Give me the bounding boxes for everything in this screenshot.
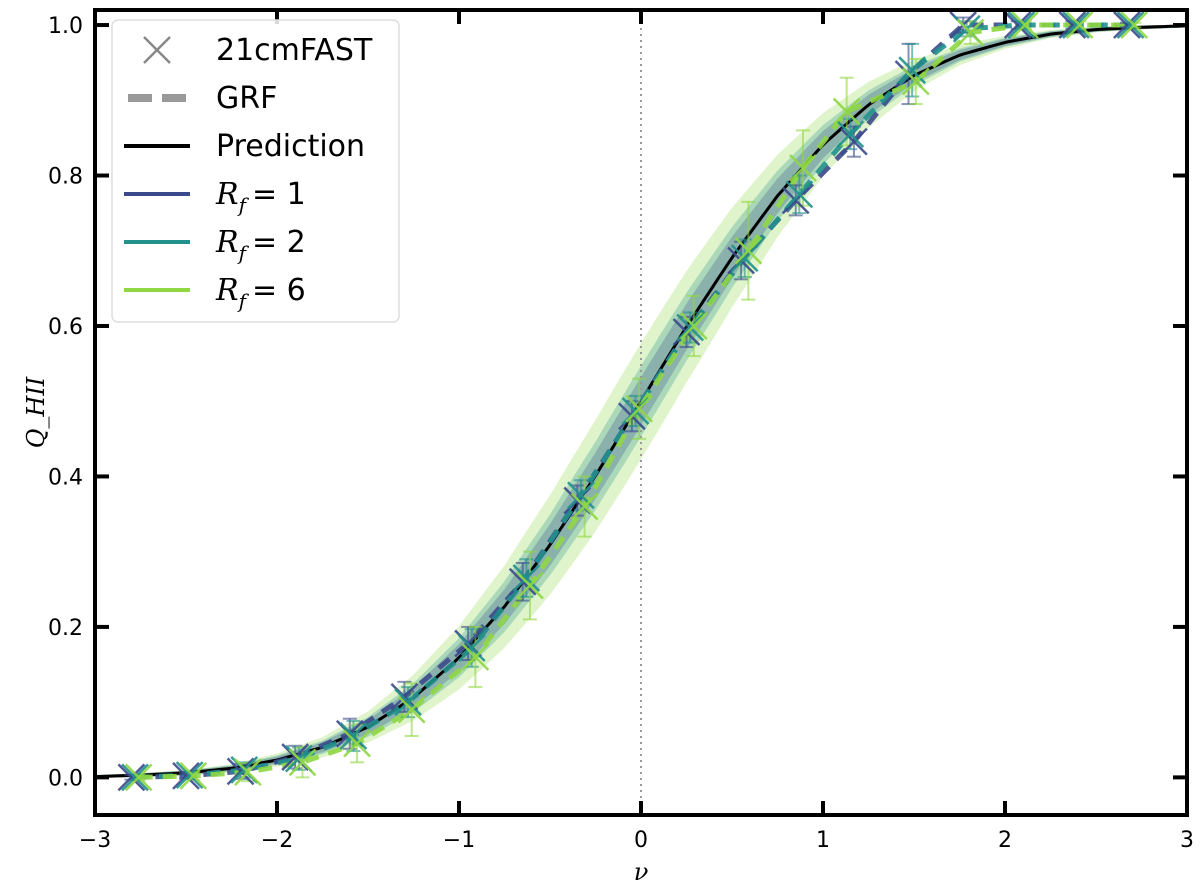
marker-rf-1-1 [172, 761, 200, 790]
marker-rf-3-5 [397, 695, 426, 724]
marker-rf-2-14 [898, 56, 927, 85]
marker-rf-1-12 [781, 186, 810, 215]
marker-rf-3-7 [516, 571, 544, 600]
legend-label-main: R [215, 177, 239, 212]
legend-label-4: Rf = 2 [215, 225, 306, 265]
marker-rf-3-8 [570, 492, 599, 521]
marker-rf-3-15 [956, 18, 985, 47]
marker-rf-3-18 [1120, 11, 1149, 39]
marker-rf-3-13 [832, 97, 861, 126]
legend-label-5: Rf = 6 [215, 273, 306, 313]
legend-entry-3: Rf = 1 [124, 177, 306, 217]
legend-label-0: 21cmFAST [216, 33, 373, 68]
marker-rf-3-6 [461, 643, 490, 671]
marker-rf-3-9 [625, 394, 654, 423]
legend-entry-2: Prediction [124, 129, 365, 164]
legend-label-value: = 2 [252, 225, 306, 260]
marker-rf-1-16 [1003, 11, 1032, 39]
marker-rf-3-3 [288, 748, 317, 777]
marker-rf-1-17 [1058, 11, 1087, 39]
marker-rf-2-8 [567, 481, 595, 510]
x-tick-label-1: −2 [261, 828, 293, 853]
marker-rf-2-1 [175, 761, 204, 790]
legend-label-1: GRF [216, 81, 277, 116]
x-tick-label-5: 2 [998, 828, 1012, 853]
y-tick-label-3: 0.6 [48, 315, 83, 340]
marker-rf-2-0 [121, 763, 149, 792]
legend-marker-icon-stroke [143, 36, 171, 64]
marker-rf-2-6 [457, 634, 486, 662]
marker-rf-3-11 [734, 236, 763, 265]
x-axis-label: ν [634, 858, 649, 886]
legend-entry-1: GRF [128, 81, 277, 116]
marker-rf-2-16 [1007, 11, 1036, 39]
x-tick-label-3: 0 [634, 828, 648, 853]
x-tick-label-6: 3 [1180, 828, 1194, 853]
marker-rf-2-7 [512, 564, 541, 592]
axes: −3 −2 −1 0 1 2 3 0.0 0.2 0.4 0.6 0.8 1.0 ν Q_HII [22, 8, 1194, 886]
legend-label-value: = 6 [252, 273, 306, 308]
y-tick-label-0: 0.0 [48, 766, 83, 791]
x-tick-label-4: 1 [816, 828, 830, 853]
legend-label-main: R [215, 225, 239, 260]
marker-rf-2-4 [339, 722, 368, 750]
marker-rf-3-17 [1065, 11, 1094, 39]
legend-entry-4: Rf = 2 [124, 225, 306, 265]
marker-rf-2-10 [676, 313, 705, 342]
marker-rf-2-17 [1062, 11, 1090, 39]
marker-rf-1-0 [117, 763, 146, 792]
y-tick-label-1: 0.2 [48, 616, 83, 641]
marker-rf-3-10 [679, 312, 708, 340]
legend: 21cmFAST GRF Prediction Rf = 1 Rf = 2 Rf = 6 [111, 19, 400, 323]
x-tick-label-2: −1 [443, 828, 475, 853]
marker-rf-1-2 [226, 757, 255, 786]
marker-rf-1-13 [840, 127, 868, 156]
marker-rf-3-4 [343, 729, 371, 758]
y-tick-label-4: 0.8 [48, 165, 83, 190]
marker-rf-2-12 [785, 180, 814, 209]
legend-label-2: Prediction [216, 129, 365, 164]
y-tick-label-2: 0.4 [48, 465, 83, 490]
marker-rf-2-11 [730, 244, 759, 273]
legend-entry-0: 21cmFAST [143, 33, 373, 68]
y-axis-label: Q_HII [22, 376, 50, 448]
marker-rf-3-16 [1011, 11, 1039, 39]
marker-rf-3-2 [233, 758, 262, 787]
legend-label-3: Rf = 1 [215, 177, 306, 217]
marker-rf-2-5 [394, 688, 422, 717]
marker-rf-1-3 [281, 743, 310, 771]
y-tick-label-5: 1.0 [48, 14, 83, 39]
legend-label-main: R [215, 273, 239, 308]
marker-rf-3-12 [789, 154, 817, 182]
marker-rf-1-18 [1113, 11, 1141, 39]
marker-rf-3-0 [124, 763, 153, 792]
marker-rf-2-18 [1116, 11, 1145, 39]
marker-rf-3-1 [179, 761, 208, 790]
x-tick-label-0: −3 [79, 828, 111, 853]
marker-rf-2-13 [836, 120, 865, 149]
legend-label-value: = 1 [252, 177, 306, 212]
markers-layer [117, 11, 1149, 792]
marker-rf-3-14 [901, 67, 930, 96]
